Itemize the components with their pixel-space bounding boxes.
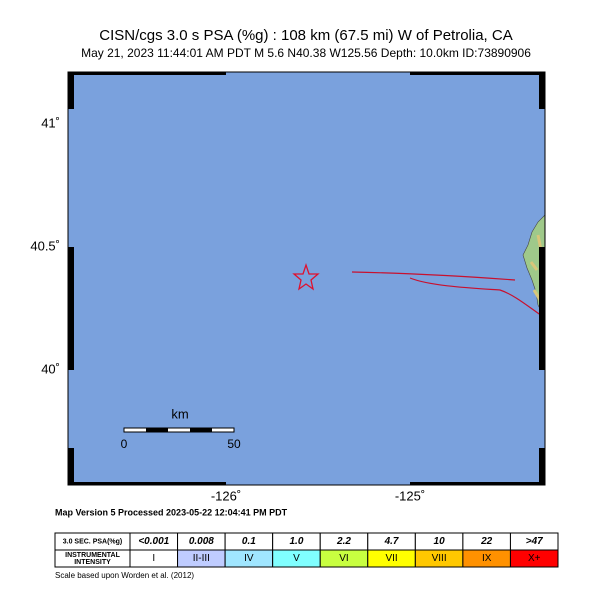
version-note: Map Version 5 Processed 2023-05-22 12:04… bbox=[55, 507, 288, 517]
lat-label: 40˚ bbox=[41, 361, 60, 376]
title: CISN/cgs 3.0 s PSA (%g) : 108 km (67.5 m… bbox=[99, 27, 512, 44]
lat-label: 41˚ bbox=[41, 115, 60, 130]
psa-value: 22 bbox=[480, 536, 493, 547]
psa-value: <0.001 bbox=[138, 536, 169, 547]
intensity-cell bbox=[509, 549, 559, 568]
intensity-label: INTENSITY bbox=[74, 559, 111, 566]
lon-label: -125˚ bbox=[395, 488, 425, 503]
psa-value: 10 bbox=[434, 536, 446, 547]
scale-start: 0 bbox=[121, 437, 128, 451]
intensity-value: IV bbox=[244, 553, 254, 564]
epicenter bbox=[292, 262, 320, 291]
map: km 0 50 bbox=[67, 71, 546, 486]
intensity-value: VIII bbox=[432, 553, 447, 564]
psa-value: 2.2 bbox=[336, 536, 351, 547]
frame-ticks bbox=[68, 72, 545, 485]
psa-value: 0.008 bbox=[189, 536, 214, 547]
intensity-value: I bbox=[152, 553, 155, 564]
intensity-value: V bbox=[293, 553, 300, 564]
intensity-value: VI bbox=[339, 553, 348, 564]
lon-label: -126˚ bbox=[211, 488, 241, 503]
footnote: Scale based upon Worden et al. (2012) bbox=[55, 571, 194, 580]
intensity-value: II-III bbox=[193, 553, 210, 564]
intensity-label: INSTRUMENTAL bbox=[65, 552, 120, 559]
scale-bar bbox=[146, 428, 168, 432]
ocean bbox=[68, 72, 545, 485]
psa-value: >47 bbox=[526, 536, 543, 547]
fault bbox=[409, 277, 546, 319]
lat-label: 40.5˚ bbox=[30, 238, 60, 253]
psa-value: 1.0 bbox=[289, 536, 303, 547]
scale-end: 50 bbox=[227, 437, 241, 451]
intensity-value: IX bbox=[482, 553, 492, 564]
psa-label: 3.0 SEC. PSA(%g) bbox=[63, 538, 123, 545]
psa-value: 0.1 bbox=[242, 536, 256, 547]
intensity-value: VII bbox=[385, 553, 397, 564]
intensity-value: X+ bbox=[528, 553, 541, 564]
fault bbox=[351, 271, 516, 281]
psa-value: 4.7 bbox=[384, 536, 399, 547]
subtitle: May 21, 2023 11:44:01 AM PDT M 5.6 N40.3… bbox=[81, 46, 531, 60]
scale-bar bbox=[123, 427, 235, 433]
scale-bar bbox=[190, 428, 212, 432]
scale-unit: km bbox=[171, 406, 188, 421]
